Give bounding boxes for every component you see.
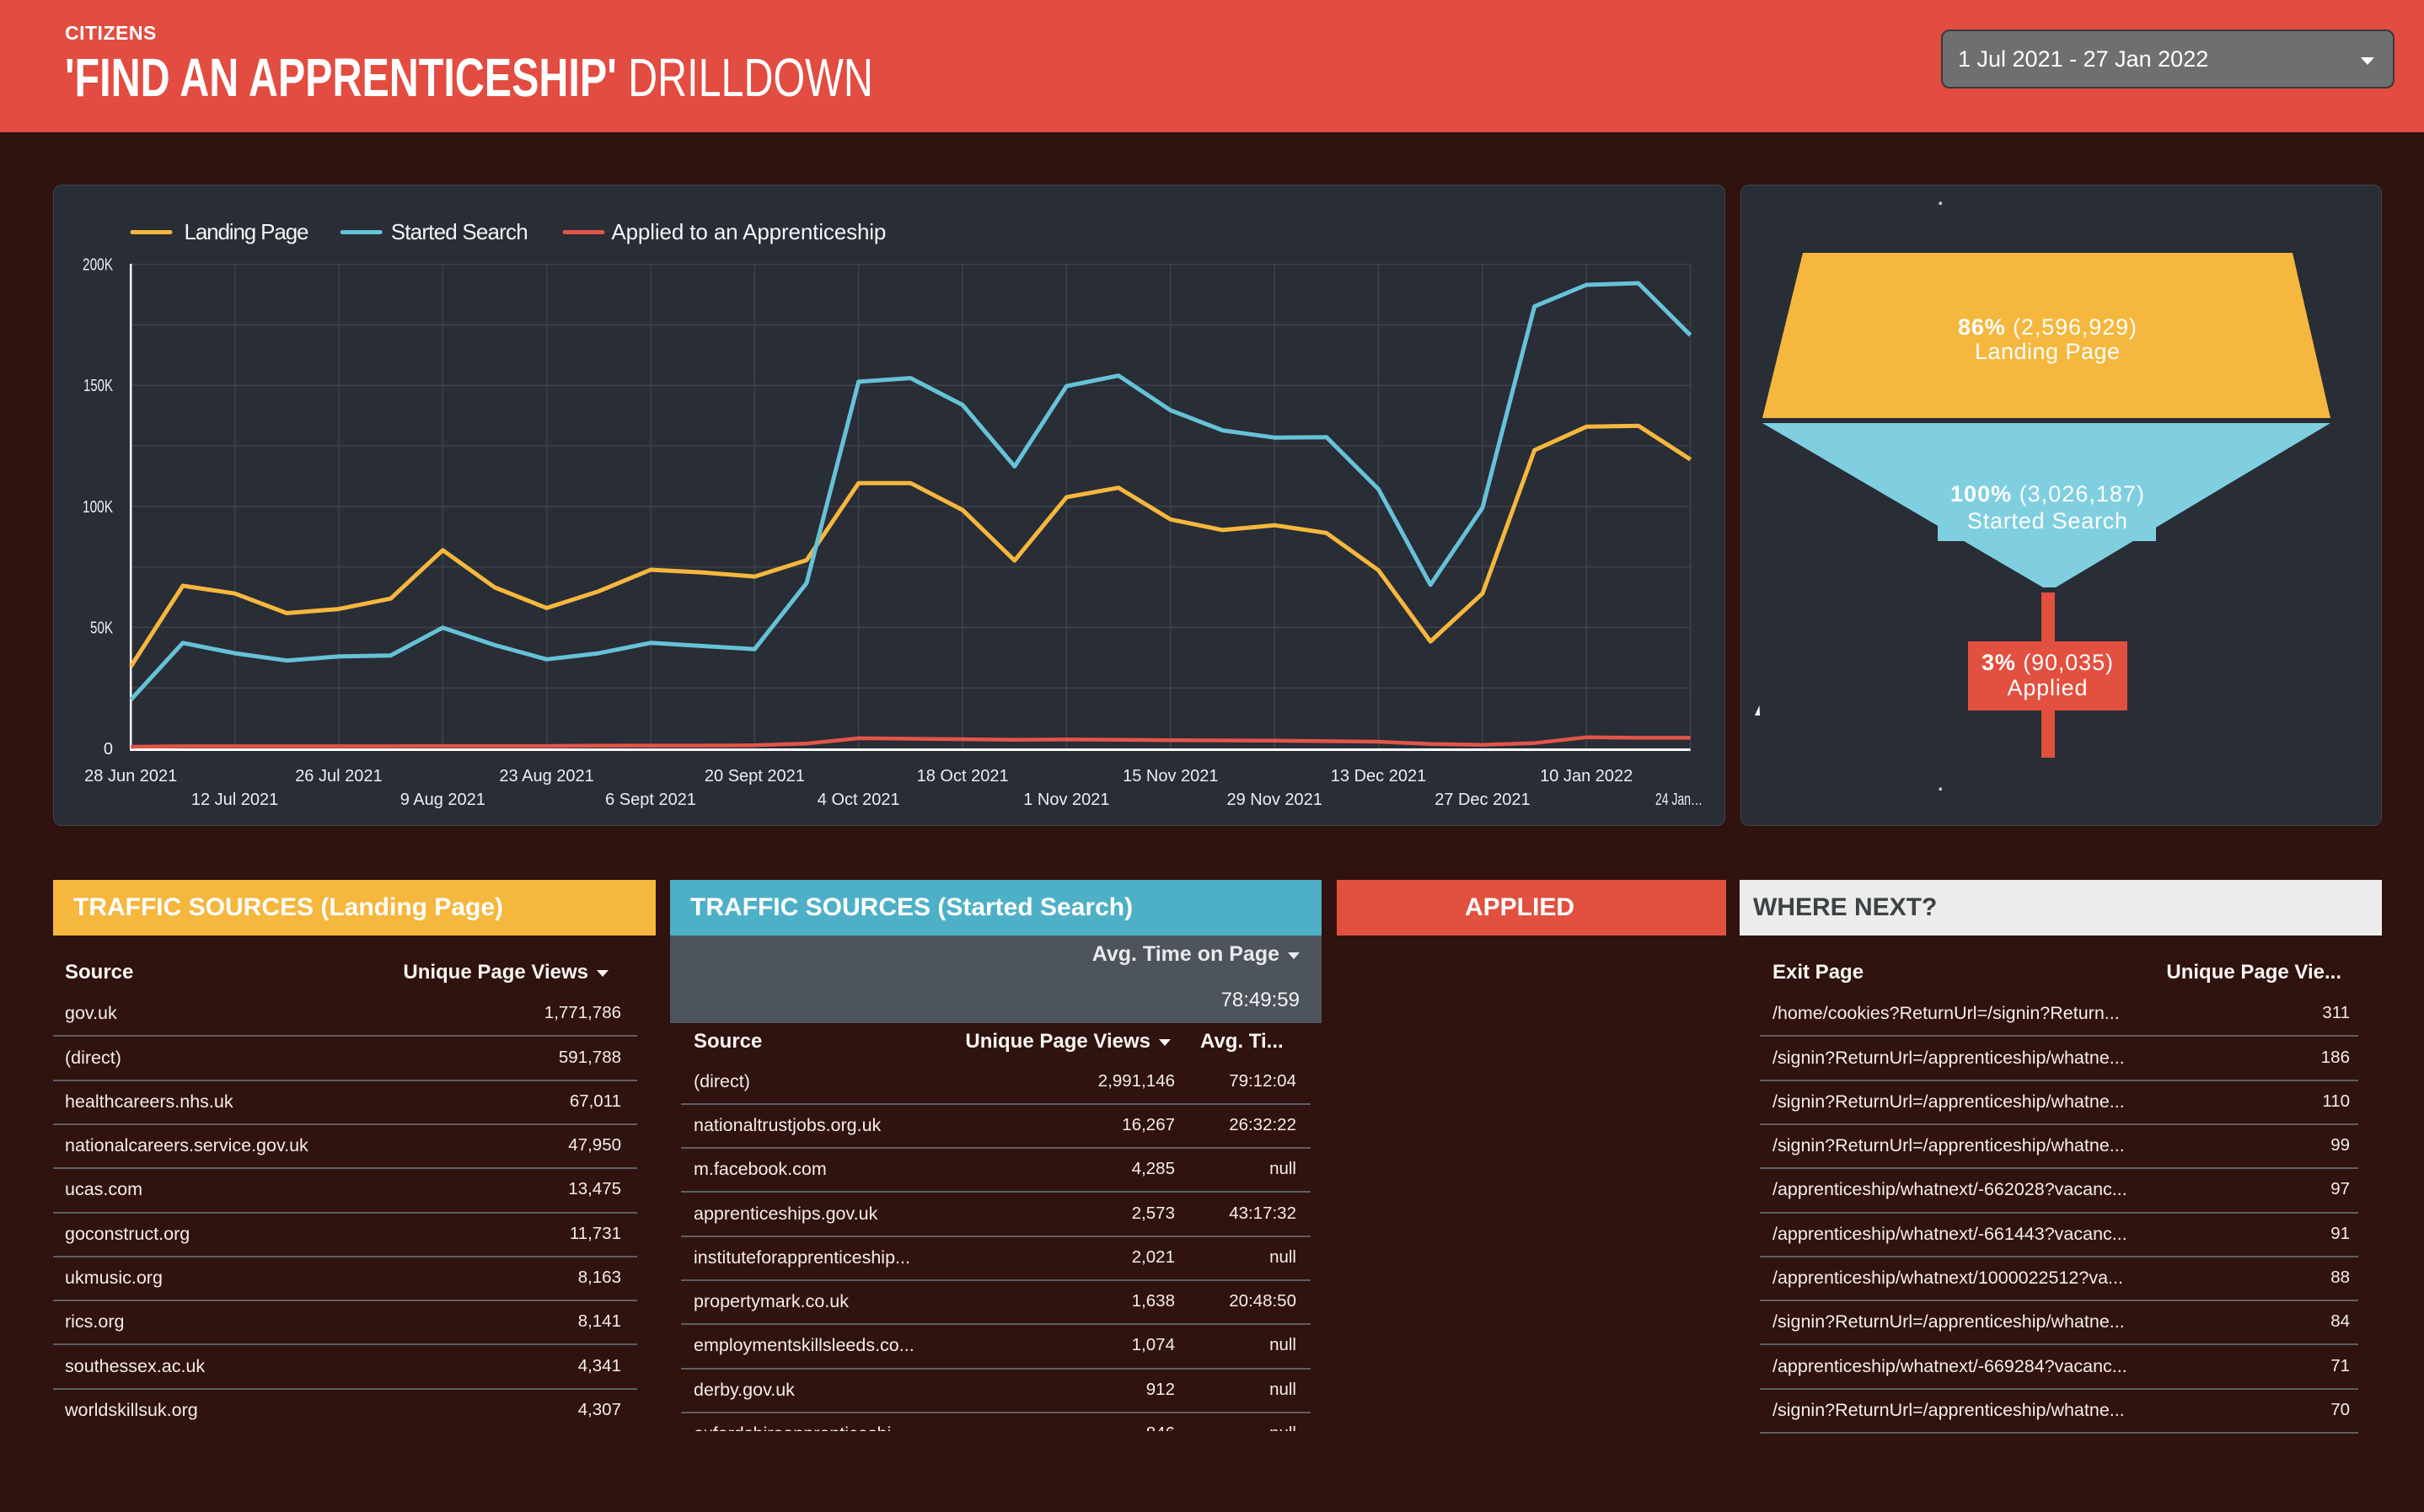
svg-text:27 Dec 2021: 27 Dec 2021 bbox=[1435, 791, 1530, 809]
svg-text:1 Nov 2021: 1 Nov 2021 bbox=[1023, 791, 1109, 809]
svg-text:0: 0 bbox=[104, 740, 113, 759]
svg-text:9 Aug 2021: 9 Aug 2021 bbox=[400, 791, 485, 809]
svg-text:150K: 150K bbox=[83, 377, 113, 395]
svg-text:26 Jul 2021: 26 Jul 2021 bbox=[295, 767, 382, 785]
svg-text:4 Oct 2021: 4 Oct 2021 bbox=[818, 791, 900, 809]
svg-text:Applied to an Apprenticeship: Applied to an Apprenticeship bbox=[611, 219, 886, 244]
svg-text:Started Search: Started Search bbox=[1967, 508, 2127, 533]
svg-text:86% (2,596,929): 86% (2,596,929) bbox=[1958, 314, 2137, 340]
svg-text:50K: 50K bbox=[90, 619, 113, 637]
svg-text:13 Dec 2021: 13 Dec 2021 bbox=[1331, 767, 1426, 785]
svg-text:12 Jul 2021: 12 Jul 2021 bbox=[191, 791, 278, 809]
svg-text:6 Sept 2021: 6 Sept 2021 bbox=[605, 791, 696, 809]
svg-text:24 Jan…: 24 Jan… bbox=[1655, 791, 1703, 809]
svg-text:200K: 200K bbox=[83, 256, 114, 275]
svg-text:Landing Page: Landing Page bbox=[185, 219, 309, 244]
svg-text:100K: 100K bbox=[83, 498, 114, 517]
svg-text:29 Nov 2021: 29 Nov 2021 bbox=[1226, 791, 1322, 809]
svg-text:28 Jun 2021: 28 Jun 2021 bbox=[84, 767, 177, 785]
svg-text:Started Search: Started Search bbox=[391, 219, 528, 244]
svg-text:15 Nov 2021: 15 Nov 2021 bbox=[1123, 767, 1218, 785]
svg-text:23 Aug 2021: 23 Aug 2021 bbox=[499, 767, 593, 785]
svg-text:100% (3,026,187): 100% (3,026,187) bbox=[1950, 481, 2144, 507]
svg-text:3% (90,035): 3% (90,035) bbox=[1982, 650, 2113, 675]
svg-text:20 Sept 2021: 20 Sept 2021 bbox=[705, 767, 805, 785]
svg-text:10 Jan 2022: 10 Jan 2022 bbox=[1540, 767, 1633, 785]
svg-text:Landing Page: Landing Page bbox=[1975, 339, 2120, 364]
svg-text:18 Oct 2021: 18 Oct 2021 bbox=[917, 767, 1009, 785]
svg-text:Applied: Applied bbox=[2008, 675, 2088, 700]
